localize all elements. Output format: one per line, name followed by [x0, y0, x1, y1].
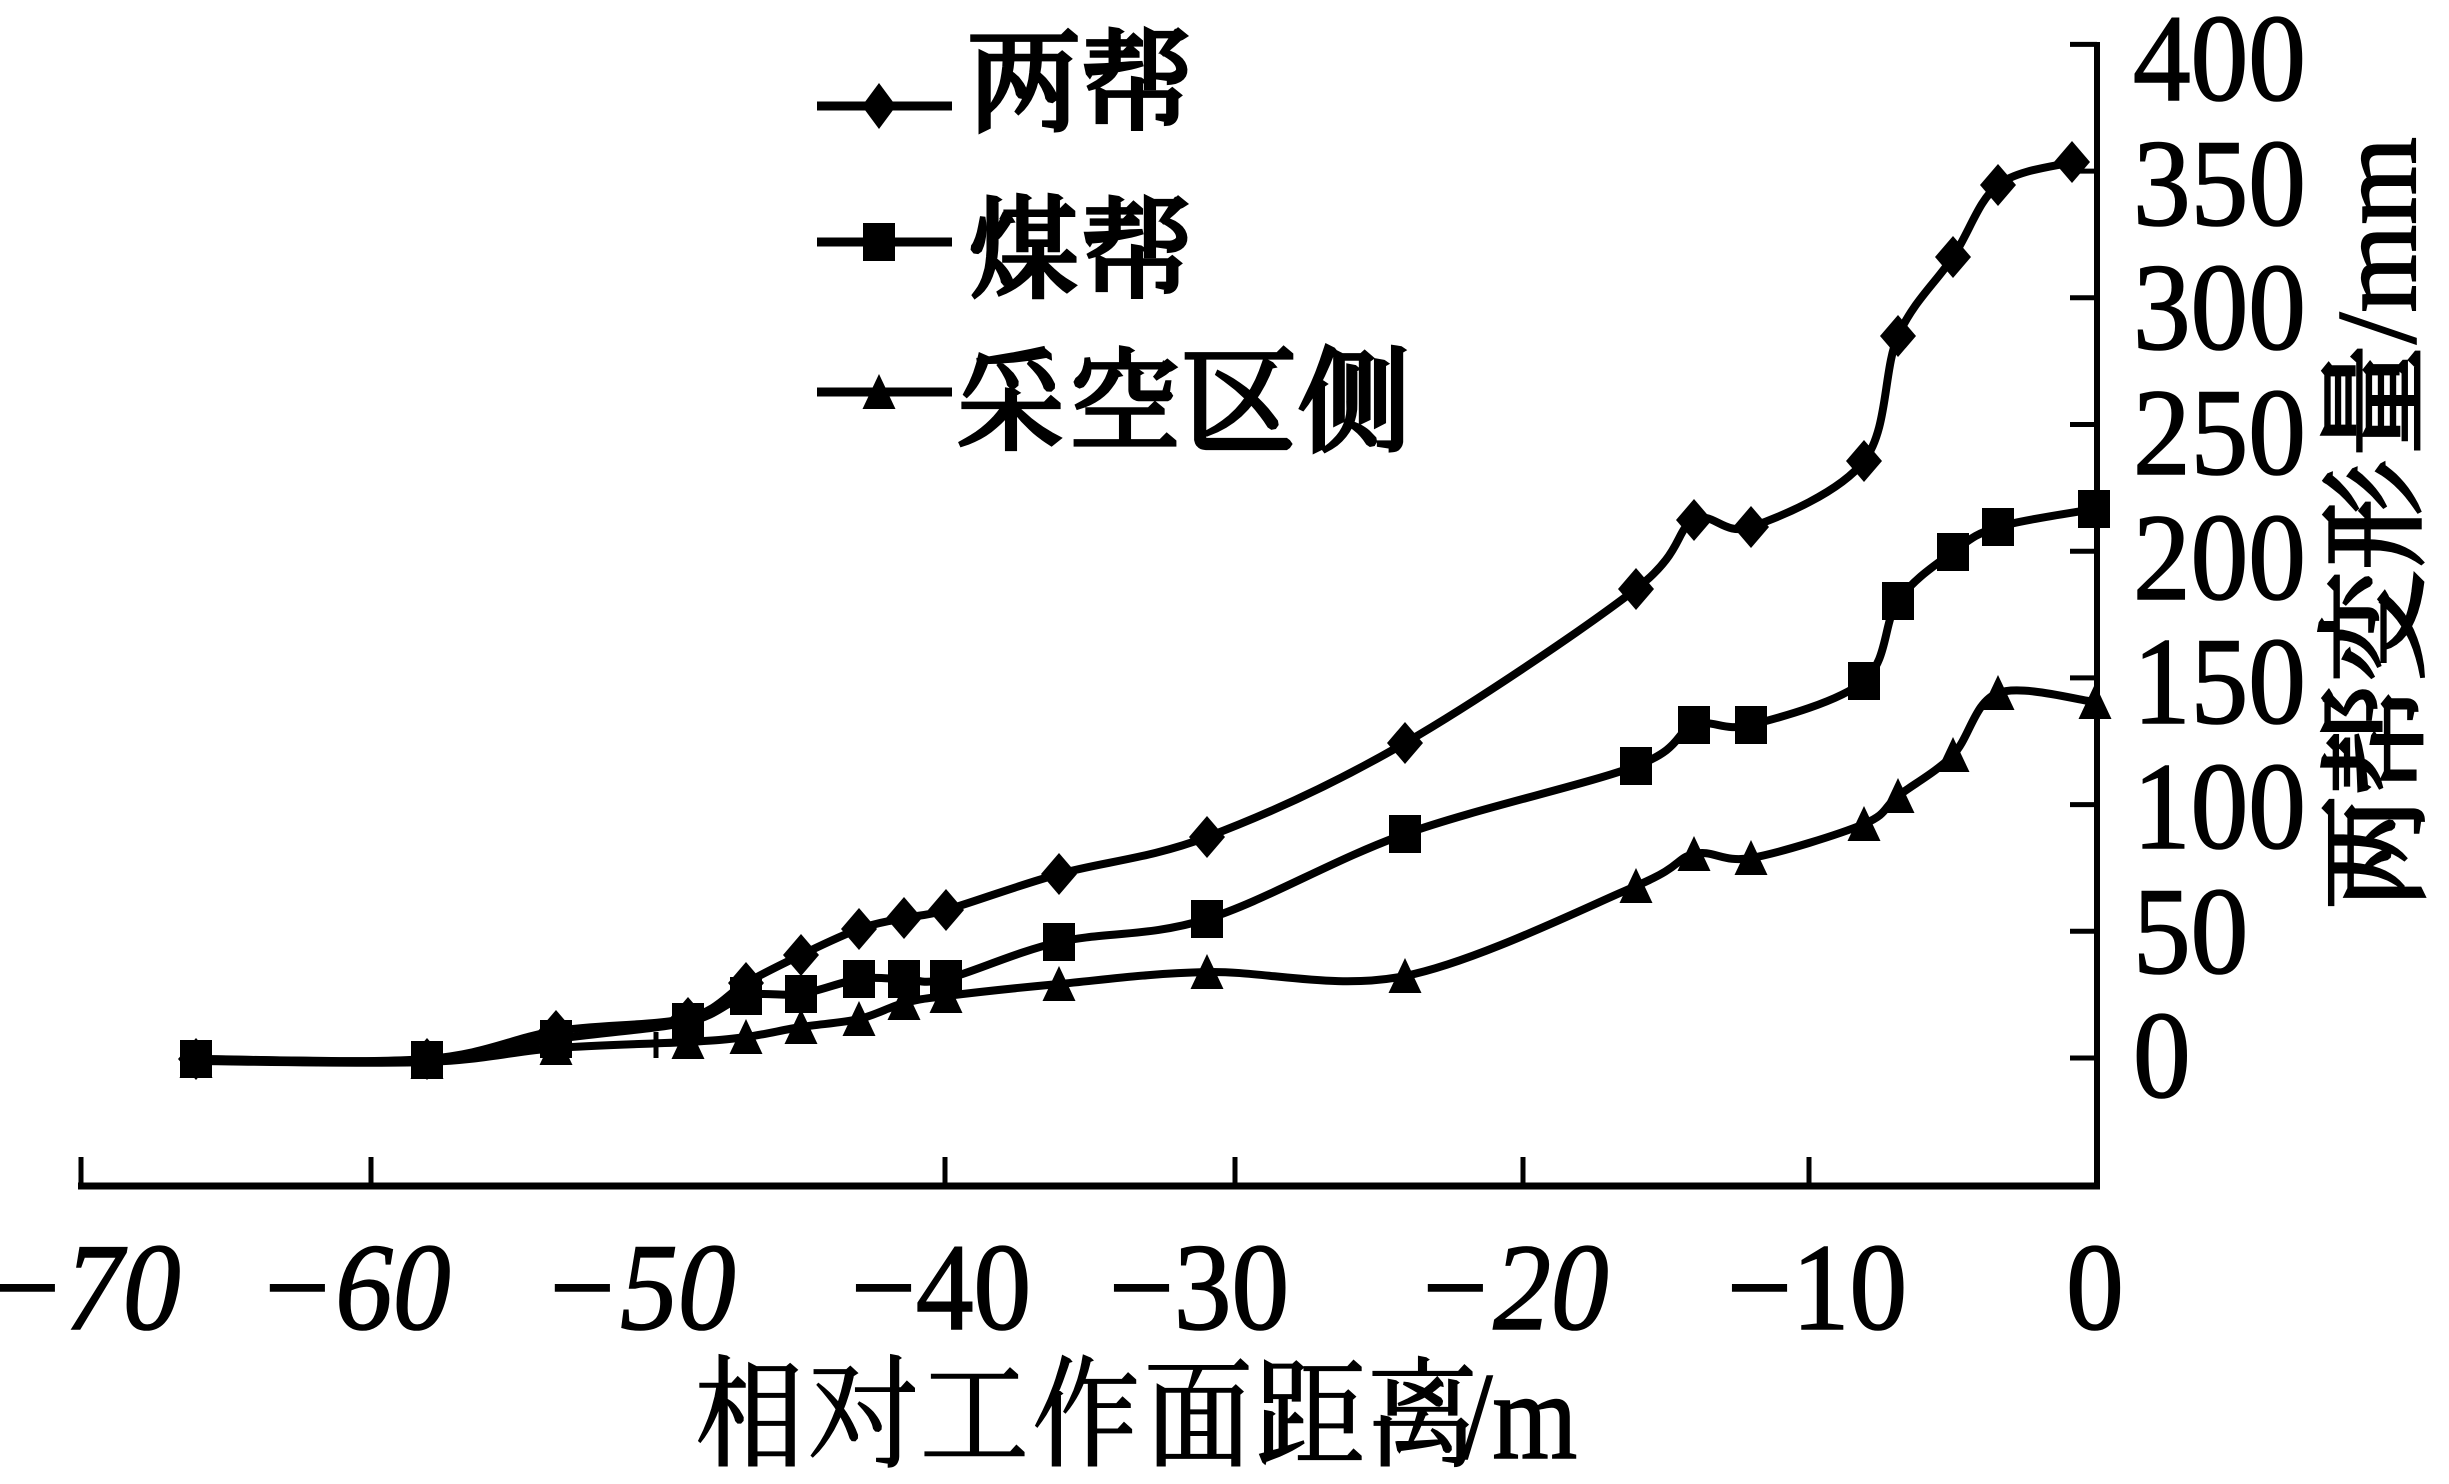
svg-text:100: 100 [2133, 737, 2306, 875]
svg-text:/mm: /mm [2315, 137, 2440, 344]
svg-text:0: 0 [2133, 986, 2191, 1124]
svg-text:50: 50 [2133, 862, 2248, 1000]
svg-text:−20: −20 [1415, 1218, 1608, 1356]
svg-text:200: 200 [2133, 488, 2306, 626]
svg-text:−60: −60 [257, 1218, 450, 1356]
svg-text:350: 350 [2133, 114, 2306, 252]
svg-text:150: 150 [2133, 612, 2306, 750]
svg-text:−70: −70 [0, 1218, 181, 1356]
svg-text:−10: −10 [1727, 1218, 1907, 1356]
svg-text:250: 250 [2133, 363, 2306, 501]
svg-text:0: 0 [2066, 1218, 2124, 1356]
svg-text:−30: −30 [1109, 1218, 1289, 1356]
svg-text:−40: −40 [851, 1218, 1031, 1356]
svg-text:400: 400 [2133, 0, 2306, 127]
svg-text:−50: −50 [542, 1218, 735, 1356]
svg-text:300: 300 [2133, 238, 2306, 376]
svg-text:/m: /m [1462, 1349, 1577, 1479]
